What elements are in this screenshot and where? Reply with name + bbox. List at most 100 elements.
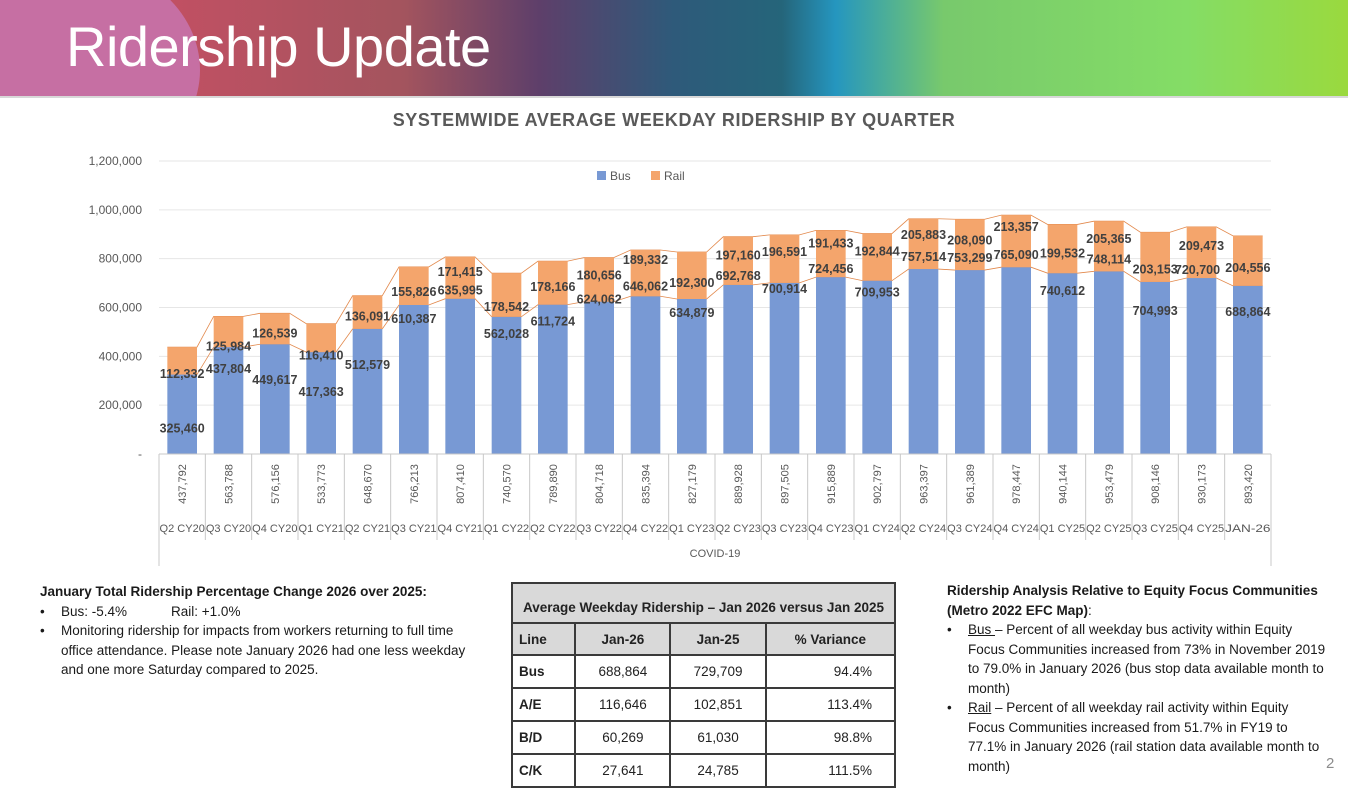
bar-rail (260, 313, 290, 345)
data-label-bus: 720,700 (1175, 263, 1220, 277)
banner-decoration (0, 0, 200, 96)
data-label-bus: 692,768 (716, 269, 761, 283)
data-label-rail: 204,556 (1225, 261, 1270, 275)
equity-heading-text: Ridership Analysis Relative to Equity Fo… (947, 583, 1318, 618)
bar-rail (352, 295, 383, 329)
data-label-rail: 196,591 (762, 245, 807, 259)
bar-bus (769, 282, 800, 454)
data-label-rail: 112,332 (160, 367, 205, 381)
total-label: 533,773 (316, 464, 328, 504)
category-label: Q4 CY24 (994, 523, 1039, 535)
data-label-rail: 171,415 (438, 265, 483, 279)
series-line-rail (167, 214, 1263, 348)
bar-bus (816, 277, 846, 454)
total-label: 789,890 (548, 464, 560, 504)
y-tick-label: 1,000,000 (89, 203, 143, 217)
header-banner: Ridership Update (0, 0, 1348, 96)
data-label-bus: 624,062 (577, 293, 622, 307)
data-label-rail: 155,826 (391, 285, 436, 299)
data-label-rail: 192,844 (855, 245, 900, 259)
total-label: 648,670 (363, 464, 375, 504)
y-tick-label: 200,000 (99, 398, 143, 412)
bar-rail (816, 230, 846, 278)
table-row: A/E 116,646 102,851 113.4% (510, 687, 897, 722)
equity-bullet-bus: Bus – Percent of all weekday bus activit… (947, 620, 1327, 698)
category-label: Q1 CY25 (1040, 523, 1085, 535)
bar-bus (1186, 278, 1217, 454)
data-label-rail: 209,473 (1179, 239, 1224, 253)
cell-jan-25: 24,785 (669, 753, 767, 788)
bus-label: Bus (968, 622, 996, 637)
category-label: Q3 CY21 (391, 523, 436, 535)
y-tick-label: 800,000 (99, 252, 143, 266)
data-label-rail: 205,883 (901, 228, 946, 242)
cell-line: B/D (510, 720, 577, 755)
total-label: 902,797 (872, 464, 884, 504)
data-label-bus: 709,953 (855, 286, 900, 300)
bus-change: Bus: -5.4% (61, 603, 128, 619)
data-label-bus: 765,090 (994, 248, 1039, 262)
data-label-bus: 724,456 (808, 262, 853, 276)
page-number: 2 (1326, 755, 1335, 772)
x-group-label: COVID-19 (690, 548, 741, 560)
cell-variance: 111.5% (764, 753, 897, 788)
category-label: Q4 CY25 (1179, 523, 1224, 535)
table-header-row: Line Jan-26 Jan-25 % Variance (510, 622, 897, 656)
rail-label: Rail (968, 700, 992, 715)
bar-bus (260, 344, 290, 454)
category-label: Q3 CY25 (1133, 523, 1178, 535)
banner-divider (0, 96, 1348, 98)
data-label-rail: 197,160 (716, 249, 761, 263)
bar-bus (1047, 273, 1078, 454)
total-label: 804,718 (594, 464, 606, 504)
series-line-bus (167, 266, 1263, 375)
summary-bullet-note: Monitoring ridership for impacts from wo… (40, 621, 480, 680)
data-label-bus: 610,387 (391, 312, 436, 326)
data-label-rail: 125,984 (206, 339, 251, 353)
total-label: 563,788 (224, 464, 236, 504)
bar-rail (630, 250, 661, 297)
bar-bus (584, 301, 614, 454)
data-label-rail: 136,091 (345, 310, 390, 324)
equity-analysis: Ridership Analysis Relative to Equity Fo… (947, 581, 1327, 776)
total-label: 827,179 (687, 464, 699, 504)
category-label: Q3 CY23 (762, 523, 807, 535)
data-label-bus: 748,114 (1087, 252, 1132, 266)
data-label-bus: 704,993 (1133, 304, 1178, 318)
total-label: 953,479 (1104, 464, 1116, 504)
category-label: Q3 CY22 (577, 523, 622, 535)
data-label-bus: 325,460 (160, 422, 205, 436)
bar-rail (1140, 232, 1170, 282)
bar-rail (491, 273, 522, 317)
data-label-bus: 635,995 (438, 284, 483, 298)
y-tick-label: 1,200,000 (89, 154, 143, 168)
y-tick-label: - (138, 447, 142, 461)
category-label: Q2 CY23 (716, 523, 761, 535)
cell-line: C/K (510, 753, 577, 788)
cell-jan-26: 27,641 (574, 753, 672, 788)
data-label-rail: 180,656 (577, 269, 622, 283)
col-variance: % Variance (764, 622, 897, 656)
page-title: Ridership Update (66, 15, 491, 78)
data-label-rail: 205,365 (1086, 232, 1131, 246)
bar-bus (399, 304, 429, 454)
bar-rail (1094, 221, 1124, 272)
total-label: 766,213 (409, 464, 421, 504)
category-label: Q1 CY23 (669, 523, 714, 535)
data-label-rail: 178,166 (530, 280, 575, 294)
bar-rail (167, 347, 197, 375)
bar-rail (584, 257, 614, 302)
data-label-bus: 634,879 (669, 306, 714, 320)
category-label: Q1 CY24 (855, 523, 900, 535)
equity-heading-colon: : (1088, 602, 1092, 618)
bar-rail (1001, 215, 1031, 268)
percentage-change-summary: January Total Ridership Percentage Chang… (40, 582, 480, 680)
rail-text: – Percent of all weekday rail activity w… (968, 700, 1320, 774)
table-row: Bus 688,864 729,709 94.4% (510, 654, 897, 689)
bar-bus (213, 347, 244, 454)
bus-text: – Percent of all weekday bus activity wi… (968, 622, 1326, 696)
data-label-rail: 199,532 (1040, 246, 1085, 260)
total-label: 576,156 (270, 464, 282, 504)
bar-bus (306, 352, 336, 454)
data-label-bus: 757,514 (901, 250, 946, 264)
